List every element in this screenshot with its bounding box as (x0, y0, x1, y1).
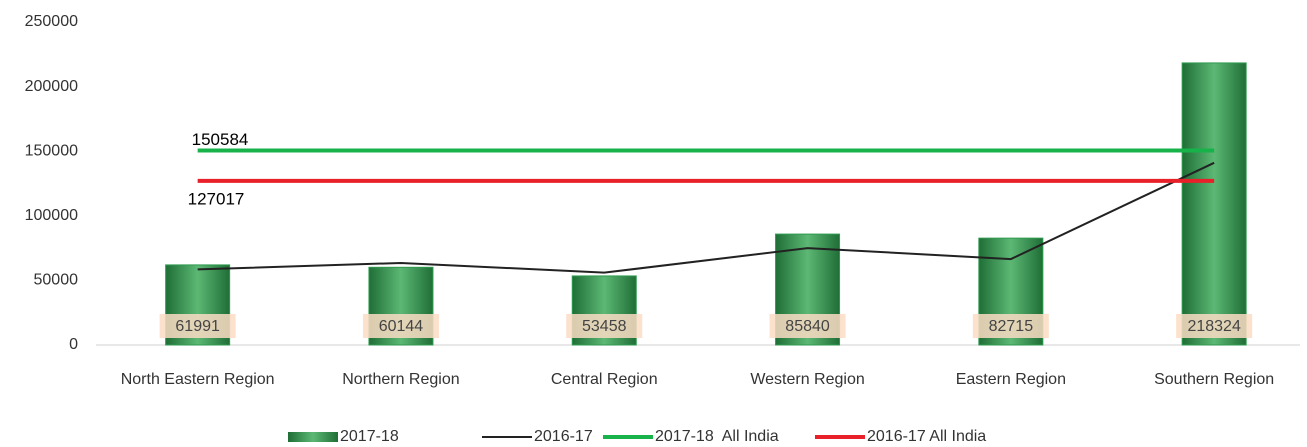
x-tick-label: Southern Region (1154, 371, 1274, 388)
value-label-bg (1176, 314, 1253, 338)
value-label: 85840 (785, 318, 830, 335)
x-tick-label: North Eastern Region (121, 371, 275, 388)
y-tick-label: 50000 (34, 272, 79, 289)
value-label: 218324 (1187, 318, 1240, 335)
line-series (197, 161, 1215, 274)
x-tick-label: Eastern Region (956, 371, 1066, 388)
y-tick-label: 250000 (25, 13, 78, 30)
value-label: 60144 (379, 318, 424, 335)
value-label-bg (769, 314, 846, 338)
value-label: 61991 (175, 318, 220, 335)
y-tick-label: 100000 (25, 207, 78, 224)
x-tick-label: Northern Region (342, 371, 459, 388)
legend-label: 2016-17 All India (867, 428, 986, 445)
value-label: 150584 (192, 130, 249, 149)
legend-swatch (288, 432, 338, 442)
x-tick-label: Central Region (551, 371, 658, 388)
legend-label: 2017-18 (340, 428, 399, 445)
value-label-bg (362, 314, 439, 338)
legend-label: 2017-18 All India (655, 428, 779, 445)
bar (1181, 62, 1247, 346)
value-label-bg (972, 314, 1049, 338)
y-tick-label: 200000 (25, 78, 78, 95)
value-label: 127017 (188, 189, 245, 208)
y-tick-label: 0 (69, 336, 78, 353)
legend-label: 2016-17 (534, 428, 593, 445)
value-label-bg (566, 314, 643, 338)
value-label: 82715 (989, 318, 1034, 335)
y-tick-label: 150000 (25, 142, 78, 159)
value-label: 53458 (582, 318, 627, 335)
value-label-bg (159, 314, 236, 338)
x-tick-label: Western Region (750, 371, 864, 388)
